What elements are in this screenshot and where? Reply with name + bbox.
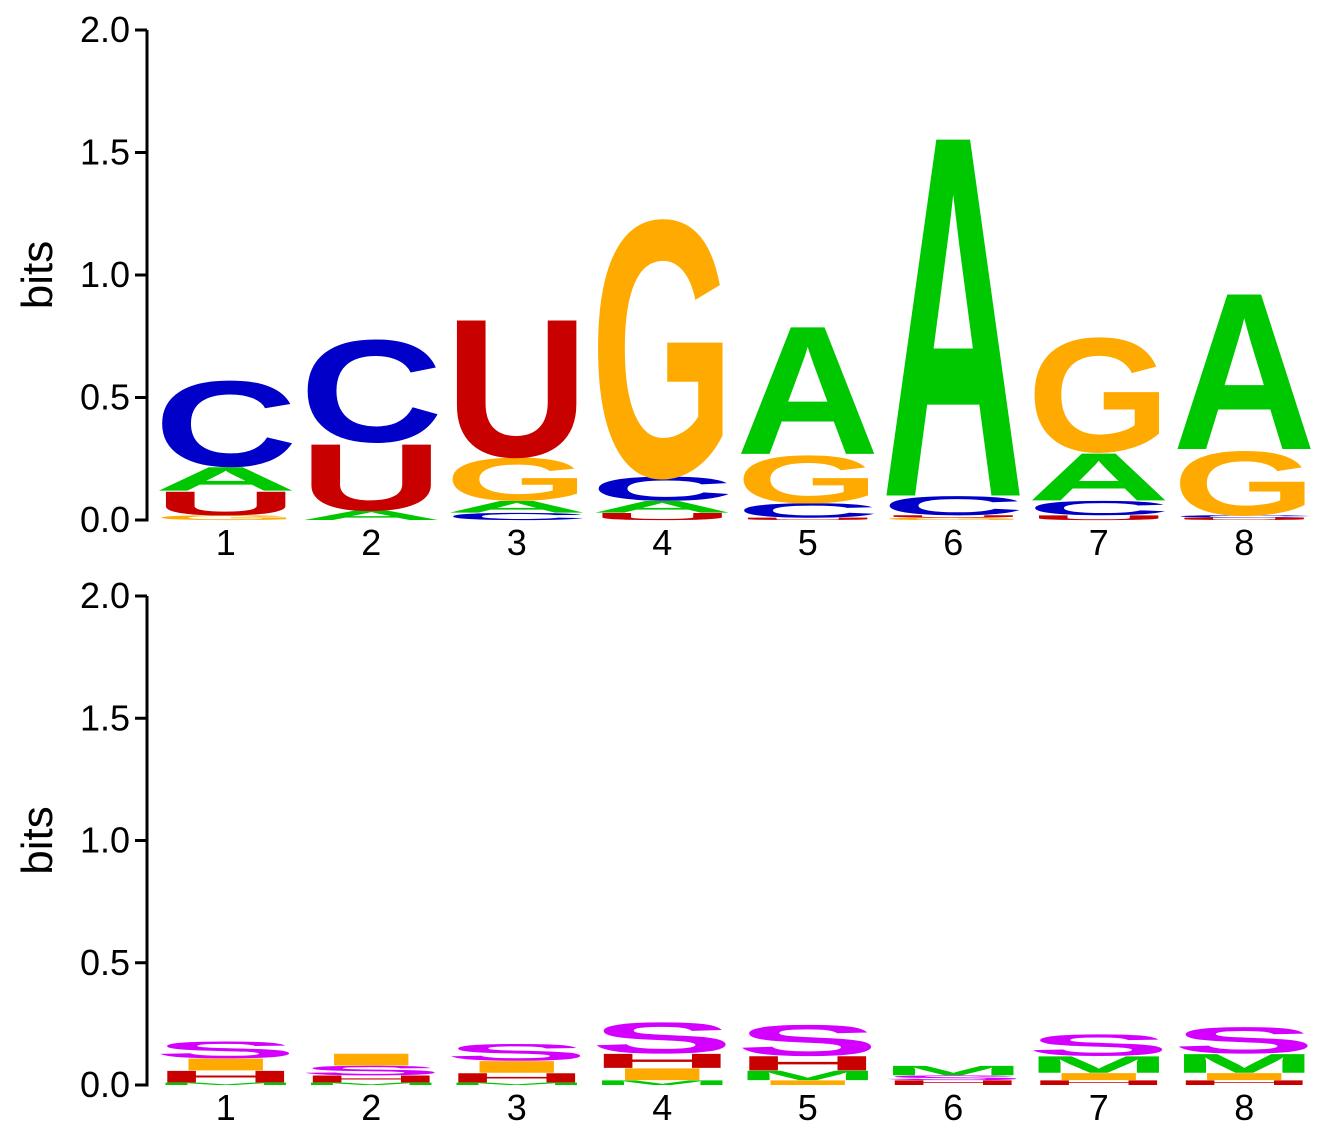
logo-letter-C: C [300,309,443,473]
logo-letter-A: A [445,497,588,516]
logo-letter-I: I [300,1050,443,1069]
logo-letter-S: S [591,1013,734,1062]
logo-letter-H: H [591,1049,734,1072]
logo-letter-A: A [300,508,443,523]
logo-letter-U: U [736,517,879,521]
x-tick-label: 5 [798,522,818,563]
logo-letter-M: M [445,1082,588,1086]
x-tick-label: 6 [943,1087,963,1128]
logo-letter-I: I [1027,1071,1170,1082]
logo-letter-C: C [1027,497,1170,520]
x-tick-label: 7 [1089,522,1109,563]
x-tick-label: 3 [507,522,527,563]
logo-letter-U: U [882,514,1025,518]
logo-letter-U: U [1173,517,1316,521]
y-tick-label: 0.5 [80,377,130,418]
logo-letter-U: U [445,278,588,498]
logo-letter-C: C [1173,514,1316,518]
logo-letter-C: C [445,511,588,522]
y-tick-label: 2.0 [80,9,130,50]
logo-letter-M: M [154,1082,297,1086]
x-tick-label: 2 [361,522,381,563]
logo-letter-A: A [154,460,297,498]
logo-letter-M: M [300,1082,443,1086]
logo-letter-I: I [736,1079,879,1087]
x-tick-label: 2 [361,1087,381,1128]
logo-letter-S: S [300,1063,443,1078]
logo-letter-H: H [882,1079,1026,1087]
logo-letter-A: A [736,288,879,493]
logo-letter-U: U [300,425,443,531]
logo-letter-A: A [1027,439,1170,515]
logo-letter-C: C [154,356,297,493]
logo-letter-U: U [1027,514,1171,522]
logo-letter-S: S [736,1016,879,1065]
logo-letter-C: C [736,499,879,522]
x-tick-label: 1 [216,1087,236,1128]
logo-letter-H: H [1027,1079,1171,1087]
x-tick-label: 5 [798,1087,818,1128]
logo-letter-M: M [882,1063,1025,1078]
logo-letter-S: S [1027,1028,1170,1062]
y-tick-label: 1.0 [80,820,130,861]
x-tick-label: 1 [216,522,236,563]
logo-letter-I: I [154,1055,297,1074]
x-tick-label: 8 [1234,522,1254,563]
logo-letter-A: A [882,28,1026,606]
y-tick-label: 1.5 [80,697,130,738]
y-axis-title: bits [13,241,62,309]
logo-letter-G: G [736,442,879,518]
logo-letter-G: G [1027,303,1170,486]
x-tick-label: 7 [1089,1087,1109,1128]
x-tick-label: 4 [652,1087,672,1128]
x-tick-label: 4 [652,522,672,563]
logo-letter-H: H [300,1073,443,1084]
logo-letter-G: G [445,446,588,514]
logo-letter-M: M [591,1079,734,1087]
y-tick-label: 0.5 [80,942,130,983]
logo-letter-S: S [882,1074,1025,1082]
y-axis-title: bits [13,806,62,874]
logo-letter-G: G [591,143,734,554]
logo-letter-S: S [154,1037,297,1064]
logo-letter-G: G [154,514,297,522]
y-tick-label: 0.0 [80,1064,130,1105]
logo-letter-A: A [1173,246,1316,497]
logo-letter-M: M [1027,1052,1170,1078]
x-tick-label: 6 [943,522,963,563]
logo-letter-G: G [882,517,1025,521]
logo-letter-C: C [882,491,1025,521]
logo-letter-H: H [736,1052,879,1075]
y-tick-label: 0.0 [80,499,130,540]
logo-letter-A: A [591,497,734,516]
x-tick-label: 8 [1234,1087,1254,1128]
logo-letter-I: I [1173,1071,1316,1082]
logo-letter-S: S [1173,1019,1316,1061]
logo-letter-I: I [445,1057,588,1076]
logo-letter-H: H [445,1070,588,1085]
y-tick-label: 1.5 [80,132,130,173]
logo-letter-S: S [445,1039,588,1066]
logo-letter-G: G [1173,432,1316,535]
logo-letter-M: M [736,1068,879,1083]
logo-letter-H: H [154,1067,297,1086]
logo-letter-I: I [591,1065,734,1084]
logo-letter-H: H [1173,1079,1317,1087]
x-tick-label: 3 [507,1087,527,1128]
logo-letter-U: U [154,485,297,523]
logo-letter-C: C [591,470,734,508]
logo-letter-U: U [591,511,734,522]
logo-letter-M: M [1173,1048,1316,1078]
y-tick-label: 1.0 [80,254,130,295]
y-tick-label: 2.0 [80,575,130,616]
